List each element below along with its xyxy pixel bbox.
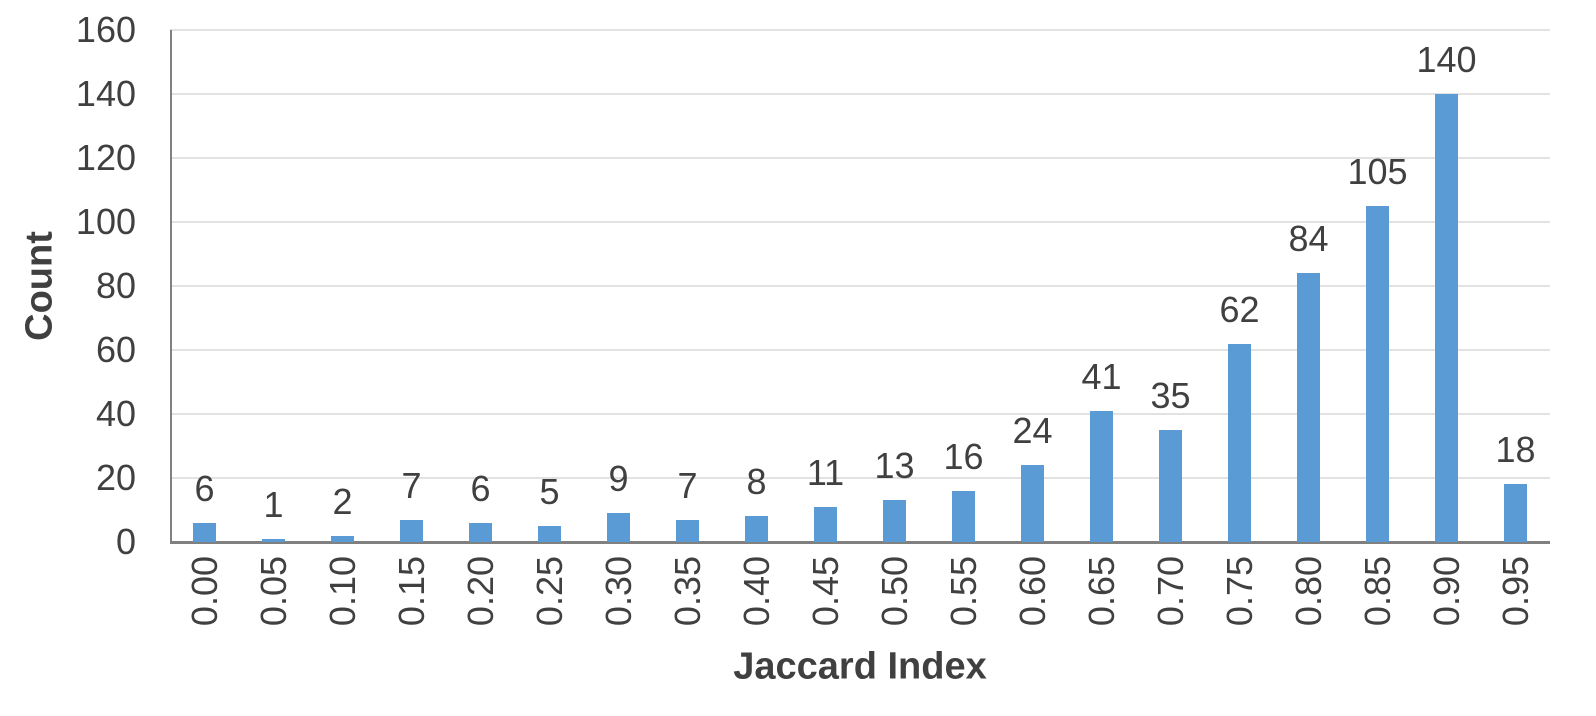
bar [1504,484,1527,542]
y-tick-label: 100 [75,201,136,242]
bar-value-label: 24 [1012,410,1053,452]
bar [469,522,492,542]
gridline [170,349,1550,351]
bar [814,506,837,542]
bar [1366,206,1389,542]
x-tick-label: 0.40 [735,556,777,627]
y-tick-label: 160 [75,9,136,50]
gridline [170,285,1550,287]
x-tick-label: 0.90 [1425,556,1467,627]
bar [331,535,354,542]
bar [745,516,768,542]
x-tick-label: 0.65 [1080,556,1122,627]
bar [262,538,285,542]
gridline [170,477,1550,479]
x-tick-label: 0.60 [1011,556,1053,627]
bar-value-label: 11 [806,451,845,493]
x-tick-label: 0.00 [183,556,225,627]
x-tick-label: 0.05 [252,556,294,627]
bar-value-label: 41 [1081,355,1122,397]
x-tick-label: 0.75 [1218,556,1260,627]
gridline [170,93,1550,95]
bar [676,519,699,542]
bar-value-label: 62 [1219,288,1260,330]
x-tick-label: 0.95 [1494,556,1536,627]
x-tick-label: 0.35 [666,556,708,627]
gridline [170,221,1550,223]
bar [952,490,975,542]
bar [607,513,630,542]
x-tick-label: 0.50 [873,556,915,627]
bar-value-label: 6 [194,467,215,509]
bar-value-label: 8 [746,461,767,503]
bar-value-label: 105 [1347,151,1408,192]
y-tick-label: 80 [95,265,136,306]
gridline [170,413,1550,415]
bar-value-label: 84 [1288,218,1329,260]
y-tick-label: 40 [95,393,136,434]
x-tick-label: 0.15 [390,556,432,627]
x-tick-label: 0.10 [321,556,363,627]
bar-value-label: 18 [1495,429,1536,471]
y-tick-label: 20 [95,457,136,498]
bar [1435,94,1458,542]
bar [883,500,906,542]
y-tick-label: 60 [95,329,136,370]
x-tick-label: 0.45 [804,556,846,627]
gridline [170,157,1550,159]
bar-value-label: 7 [401,464,422,506]
bar-value-label: 6 [470,467,491,509]
bar [1159,430,1182,542]
bar [400,519,423,542]
bar-value-label: 35 [1150,375,1191,416]
bar-value-label: 13 [874,445,915,487]
bar-value-label: 7 [677,464,698,506]
bar [1090,410,1113,542]
y-tick-label: 0 [115,521,136,562]
bar [1021,465,1044,542]
x-tick-label: 0.25 [528,556,570,627]
bar-value-label: 9 [608,458,629,500]
bar [193,522,216,542]
y-tick-label: 140 [75,73,136,114]
bar-value-label: 5 [539,471,560,512]
bar-value-label: 1 [263,483,284,525]
bar [1297,273,1320,542]
x-tick-label: 0.70 [1149,556,1191,627]
x-axis-title: Jaccard Index [733,645,987,688]
bar-value-label: 2 [332,480,353,522]
bar-value-label: 140 [1416,39,1477,80]
x-tick-label: 0.20 [459,556,501,627]
bar-value-label: 16 [943,435,984,477]
bar [1228,343,1251,542]
gridline [170,29,1550,31]
x-tick-label: 0.30 [597,556,639,627]
plot-area: 6 1 2 7 6 5 9 7 8 11 13 16 24 41 35 62 84 105 140 18 [170,29,1550,544]
y-axis-line [170,30,172,542]
x-axis-line [170,541,1550,544]
x-tick-label: 0.80 [1287,556,1329,627]
bar [538,526,561,542]
y-tick-label: 120 [75,137,136,178]
x-tick-label: 0.55 [942,556,984,627]
x-tick-label: 0.85 [1356,556,1398,627]
